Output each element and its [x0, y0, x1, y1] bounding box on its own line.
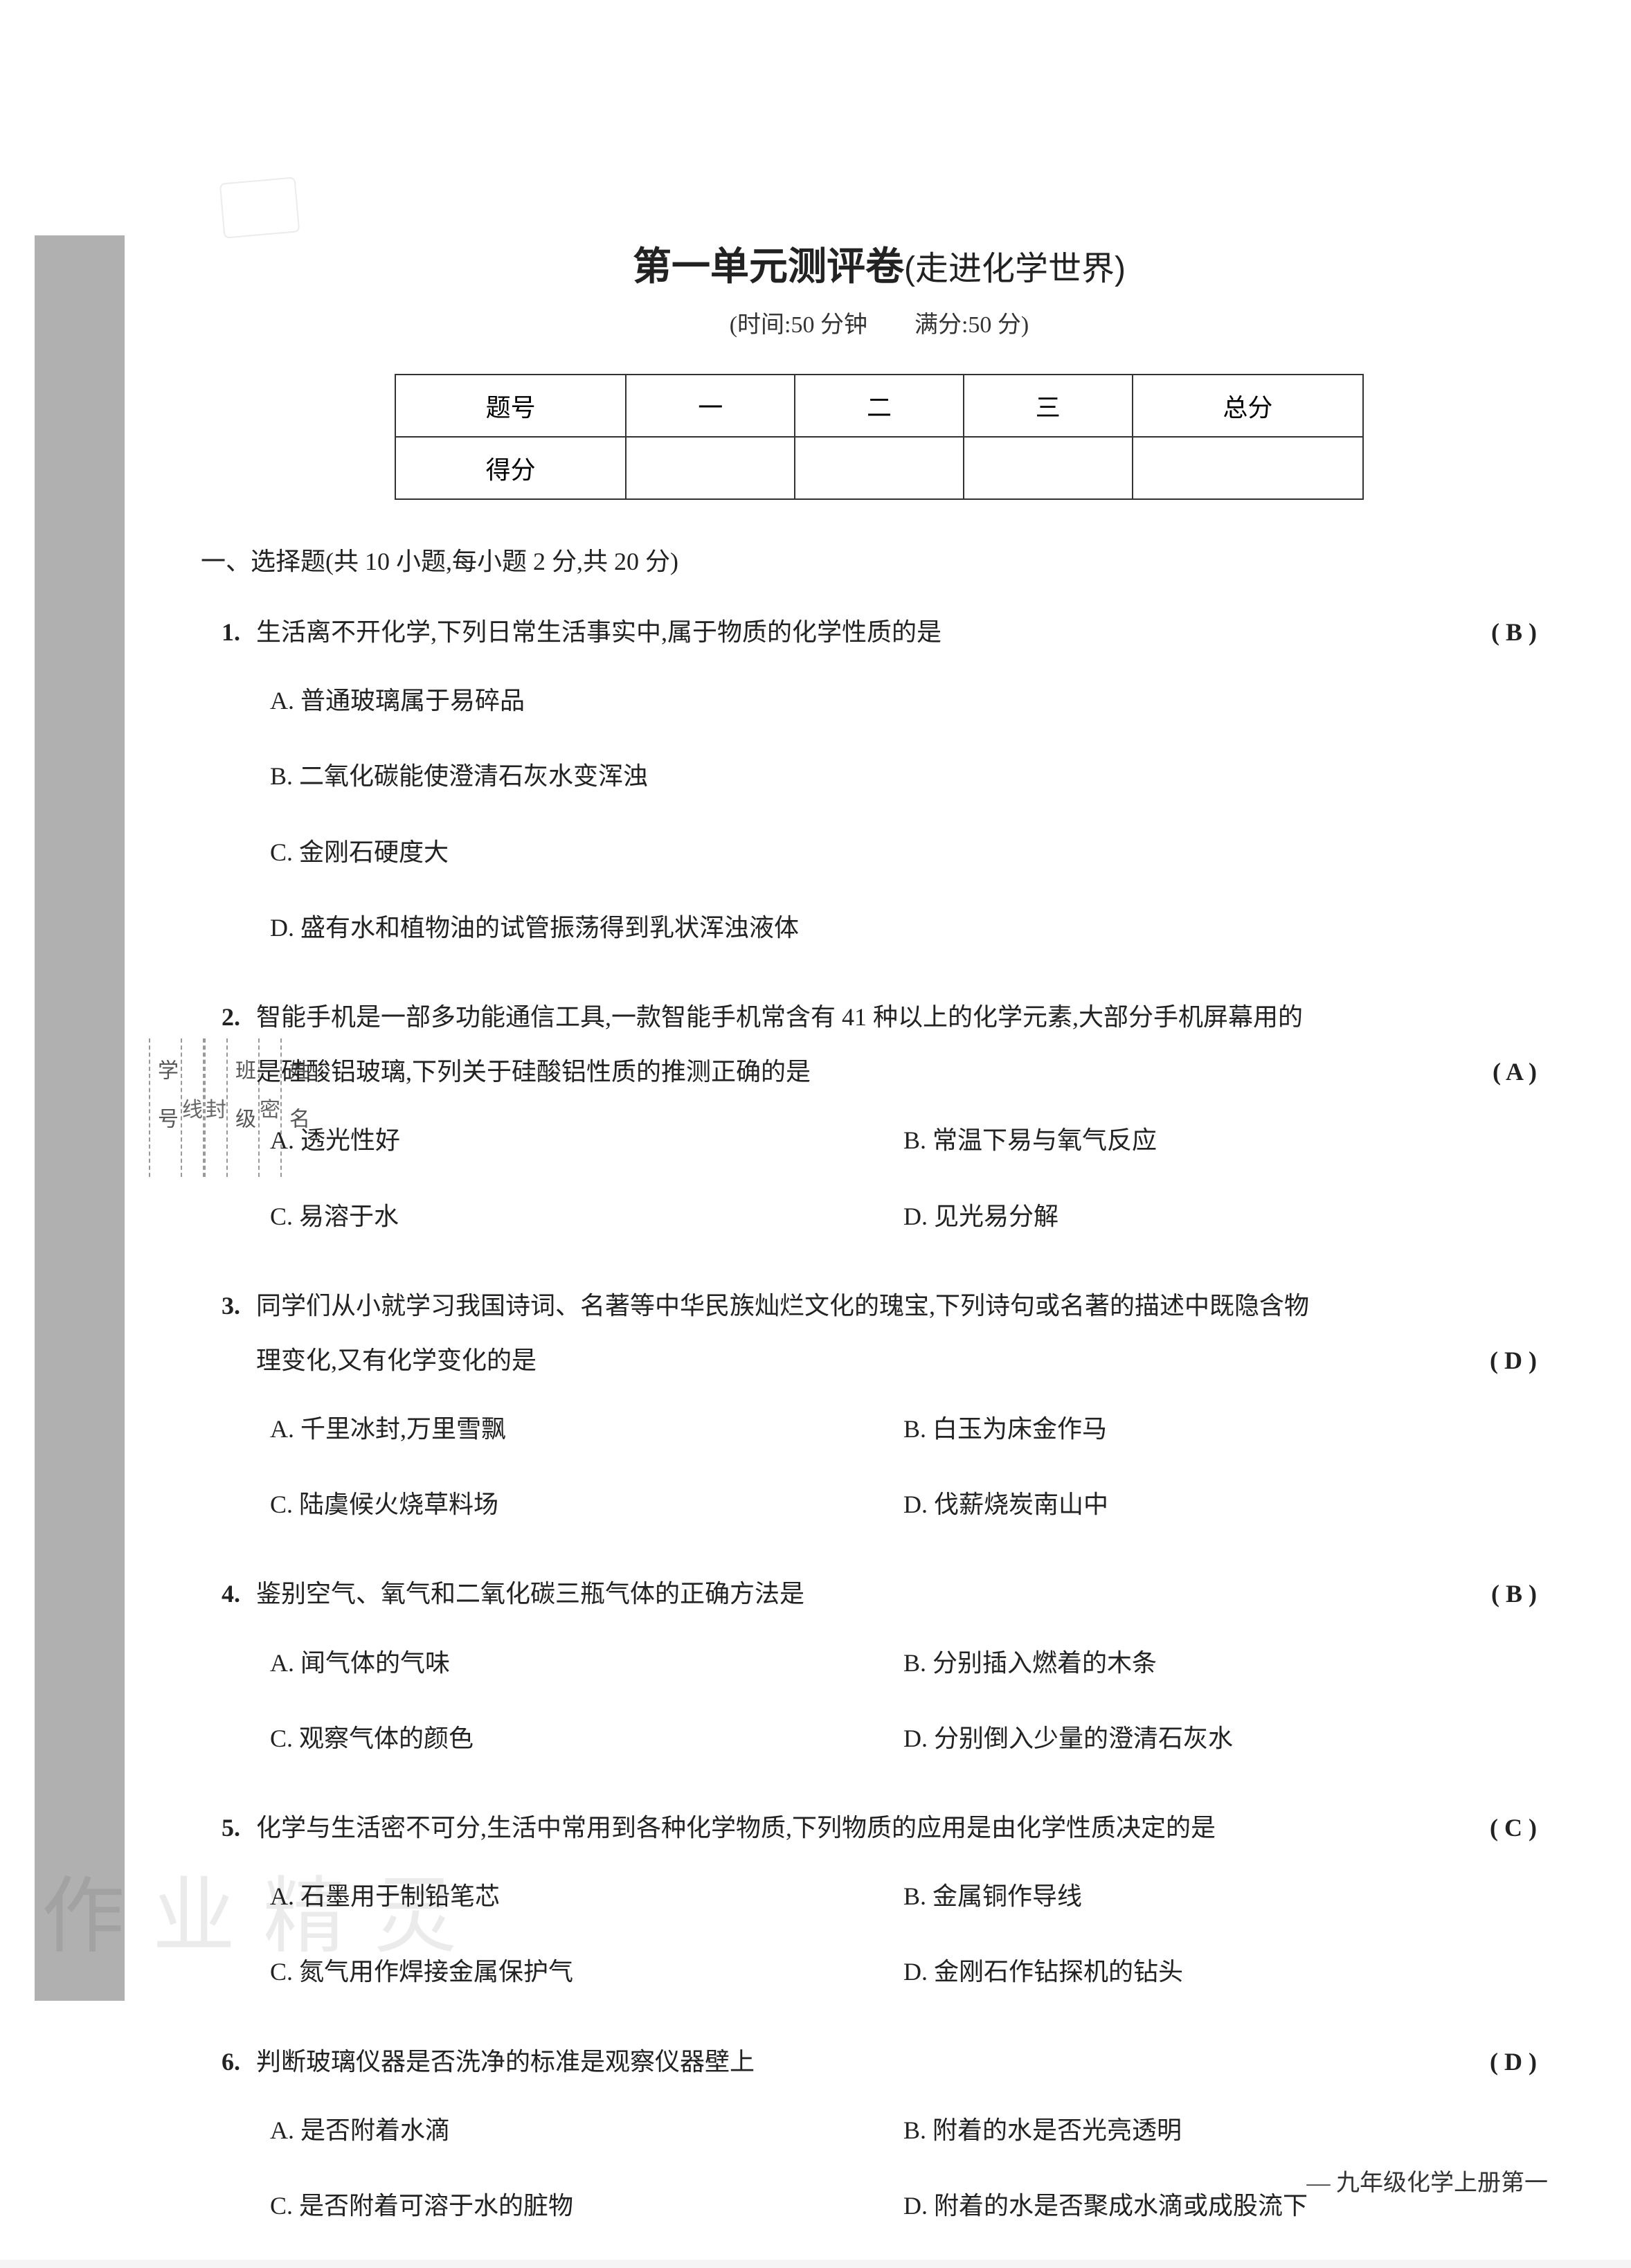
binding-line — [203, 1038, 204, 1177]
left-margin-block — [35, 235, 125, 2001]
question-number: 6. — [222, 2035, 256, 2089]
exam-page: 姓名 密 班级 封 线 学号 第一单元测评卷(走进化学世界) (时间:50 分钟… — [0, 0, 1631, 2260]
table-cell — [795, 437, 964, 499]
question-stem-cont: 是硅酸铝玻璃,下列关于硅酸铝性质的推测正确的是 — [256, 1045, 1433, 1099]
page-footer: — 九年级化学上册第一 — [1307, 2163, 1549, 2197]
option: A. 闻气体的气味 — [270, 1636, 903, 1691]
question-number: 5. — [222, 1801, 256, 1855]
question-answer: ( A ) — [1433, 1045, 1537, 1099]
question-answer: ( D ) — [1433, 2035, 1537, 2089]
table-header: 题号 — [395, 375, 626, 437]
option: C. 金刚石硬度大 — [270, 825, 1537, 880]
question-stem: 智能手机是一部多功能通信工具,一款智能手机常含有 41 种以上的化学元素,大部分… — [256, 990, 1537, 1045]
question: 3. 同学们从小就学习我国诗词、名著等中华民族灿烂文化的瑰宝,下列诗句或名著的描… — [222, 1279, 1537, 1533]
table-cell — [964, 437, 1133, 499]
binding-mark-xian: 线 — [182, 1092, 203, 1123]
table-row: 题号 一 二 三 总分 — [395, 375, 1363, 437]
option: D. 盛有水和植物油的试管振荡得到乳状浑浊液体 — [270, 901, 1537, 955]
question-stem-cont: 理变化,又有化学变化的是 — [256, 1333, 1433, 1388]
table-row: 得分 — [395, 437, 1363, 499]
option: B. 白玉为床金作马 — [903, 1402, 1537, 1457]
options: A. 千里冰封,万里雪飘 B. 白玉为床金作马 C. 陆虞候火烧草料场 D. 伐… — [270, 1402, 1537, 1532]
question: 1. 生活离不开化学,下列日常生活事实中,属于物质的化学性质的是 ( B ) A… — [222, 605, 1537, 955]
title-main: 第一单元测评卷 — [633, 244, 904, 288]
question-number: 3. — [222, 1279, 256, 1333]
title-sub: (走进化学世界) — [904, 251, 1126, 287]
question-answer: ( D ) — [1433, 1333, 1537, 1388]
option: B. 附着的水是否光亮透明 — [903, 2103, 1537, 2158]
question: 2. 智能手机是一部多功能通信工具,一款智能手机常含有 41 种以上的化学元素,… — [222, 990, 1537, 1244]
question-number: 4. — [222, 1567, 256, 1621]
option: D. 伐薪烧炭南山中 — [903, 1477, 1537, 1532]
option: C. 氮气用作焊接金属保护气 — [270, 1945, 903, 1999]
option: A. 透光性好 — [270, 1113, 903, 1168]
table-cell — [1133, 437, 1363, 499]
question: 6. 判断玻璃仪器是否洗净的标准是观察仪器壁上 ( D ) A. 是否附着水滴 … — [222, 2035, 1537, 2234]
option: C. 易溶于水 — [270, 1189, 903, 1244]
score-table: 题号 一 二 三 总分 得分 — [395, 374, 1364, 500]
binding-line — [204, 1038, 206, 1177]
question-answer: ( B ) — [1433, 1567, 1537, 1621]
option: B. 分别插入燃着的木条 — [903, 1636, 1537, 1691]
question-stem: 生活离不开化学,下列日常生活事实中,属于物质的化学性质的是 — [256, 605, 1433, 660]
stamp-icon — [219, 177, 300, 238]
option: A. 千里冰封,万里雪飘 — [270, 1402, 903, 1457]
page-title: 第一单元测评卷(走进化学世界) — [222, 235, 1537, 291]
table-cell — [626, 437, 795, 499]
binding-strip: 姓名 密 班级 封 线 学号 — [149, 208, 197, 2008]
table-header: 总分 — [1133, 375, 1363, 437]
content-area: 第一单元测评卷(走进化学世界) (时间:50 分钟 满分:50 分) 题号 一 … — [222, 235, 1537, 2268]
question-stem: 同学们从小就学习我国诗词、名著等中华民族灿烂文化的瑰宝,下列诗句或名著的描述中既… — [256, 1279, 1537, 1333]
table-header: 三 — [964, 375, 1133, 437]
question-answer: ( C ) — [1433, 1801, 1537, 1855]
table-header: 一 — [626, 375, 795, 437]
question: 4. 鉴别空气、氧气和二氧化碳三瓶气体的正确方法是 ( B ) A. 闻气体的气… — [222, 1567, 1537, 1766]
question: 5. 化学与生活密不可分,生活中常用到各种化学物质,下列物质的应用是由化学性质决… — [222, 1801, 1537, 2000]
option: D. 见光易分解 — [903, 1189, 1537, 1244]
option: B. 常温下易与氧气反应 — [903, 1113, 1537, 1168]
subtitle: (时间:50 分钟 满分:50 分) — [222, 305, 1537, 339]
option: A. 普通玻璃属于易碎品 — [270, 674, 1537, 728]
option: B. 金属铜作导线 — [903, 1869, 1537, 1924]
option: A. 石墨用于制铅笔芯 — [270, 1869, 903, 1924]
binding-field-id: 学号 — [150, 1059, 181, 1156]
section-header: 一、选择题(共 10 小题,每小题 2 分,共 20 分) — [201, 541, 1537, 577]
option: C. 观察气体的颜色 — [270, 1711, 903, 1766]
option: B. 二氧化碳能使澄清石灰水变浑浊 — [270, 749, 1537, 804]
question-stem: 判断玻璃仪器是否洗净的标准是观察仪器壁上 — [256, 2035, 1433, 2089]
option: D. 金刚石作钻探机的钻头 — [903, 1945, 1537, 1999]
question-stem: 鉴别空气、氧气和二氧化碳三瓶气体的正确方法是 — [256, 1567, 1433, 1621]
question-number: 1. — [222, 605, 256, 660]
question-answer: ( B ) — [1433, 605, 1537, 660]
binding-line — [181, 1038, 182, 1177]
options: A. 普通玻璃属于易碎品 B. 二氧化碳能使澄清石灰水变浑浊 C. 金刚石硬度大… — [270, 674, 1537, 955]
binding-line — [149, 1038, 150, 1177]
options: A. 闻气体的气味 B. 分别插入燃着的木条 C. 观察气体的颜色 D. 分别倒… — [270, 1636, 1537, 1766]
option: C. 陆虞候火烧草料场 — [270, 1477, 903, 1532]
question-number: 2. — [222, 990, 256, 1045]
option: C. 是否附着可溶于水的脏物 — [270, 2179, 903, 2233]
table-header: 二 — [795, 375, 964, 437]
table-cell: 得分 — [395, 437, 626, 499]
option: D. 分别倒入少量的澄清石灰水 — [903, 1711, 1537, 1766]
option: A. 是否附着水滴 — [270, 2103, 903, 2158]
question-stem: 化学与生活密不可分,生活中常用到各种化学物质,下列物质的应用是由化学性质决定的是 — [256, 1801, 1433, 1855]
options: A. 透光性好 B. 常温下易与氧气反应 C. 易溶于水 D. 见光易分解 — [270, 1113, 1537, 1243]
options: A. 石墨用于制铅笔芯 B. 金属铜作导线 C. 氮气用作焊接金属保护气 D. … — [270, 1869, 1537, 1999]
